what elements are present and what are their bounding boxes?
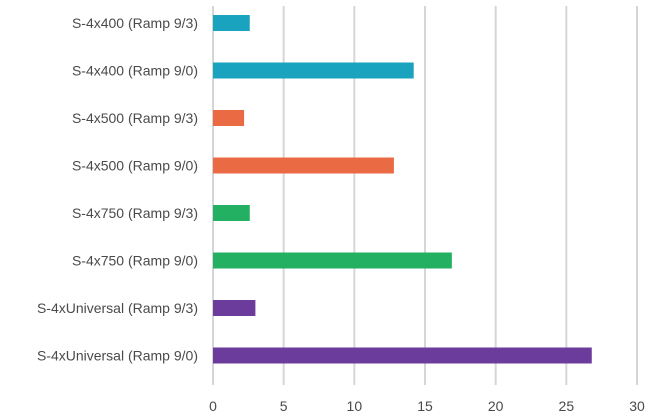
category-label: S-4xUniversal (Ramp 9/3)	[37, 300, 198, 316]
category-label: S-4x400 (Ramp 9/3)	[72, 15, 198, 31]
category-label: S-4x400 (Ramp 9/0)	[72, 63, 198, 79]
x-tick-label: 15	[417, 398, 433, 412]
bar	[213, 62, 414, 79]
x-axis-tick-labels: 0 5 10 15 20 25 30	[209, 398, 645, 412]
x-tick-label: 5	[280, 398, 288, 412]
category-labels: S-4x400 (Ramp 9/3) S-4x400 (Ramp 9/0) S-4x…	[37, 15, 198, 364]
x-tick-label: 20	[488, 398, 504, 412]
bar	[213, 205, 250, 221]
bars-layer	[213, 15, 592, 364]
bar	[213, 252, 452, 269]
x-tick-label: 0	[209, 398, 217, 412]
bar	[213, 110, 245, 126]
category-label: S-4x750 (Ramp 9/0)	[72, 253, 198, 269]
x-tick-label: 30	[629, 398, 645, 412]
bar	[213, 300, 256, 316]
category-label: S-4xUniversal (Ramp 9/0)	[37, 348, 198, 364]
x-tick-label: 10	[347, 398, 363, 412]
category-label: S-4x500 (Ramp 9/3)	[72, 110, 198, 126]
x-tick-label: 25	[559, 398, 575, 412]
bar	[213, 15, 250, 31]
category-label: S-4x750 (Ramp 9/3)	[72, 205, 198, 221]
bar	[213, 347, 592, 364]
category-label: S-4x500 (Ramp 9/0)	[72, 158, 198, 174]
bar	[213, 157, 394, 174]
